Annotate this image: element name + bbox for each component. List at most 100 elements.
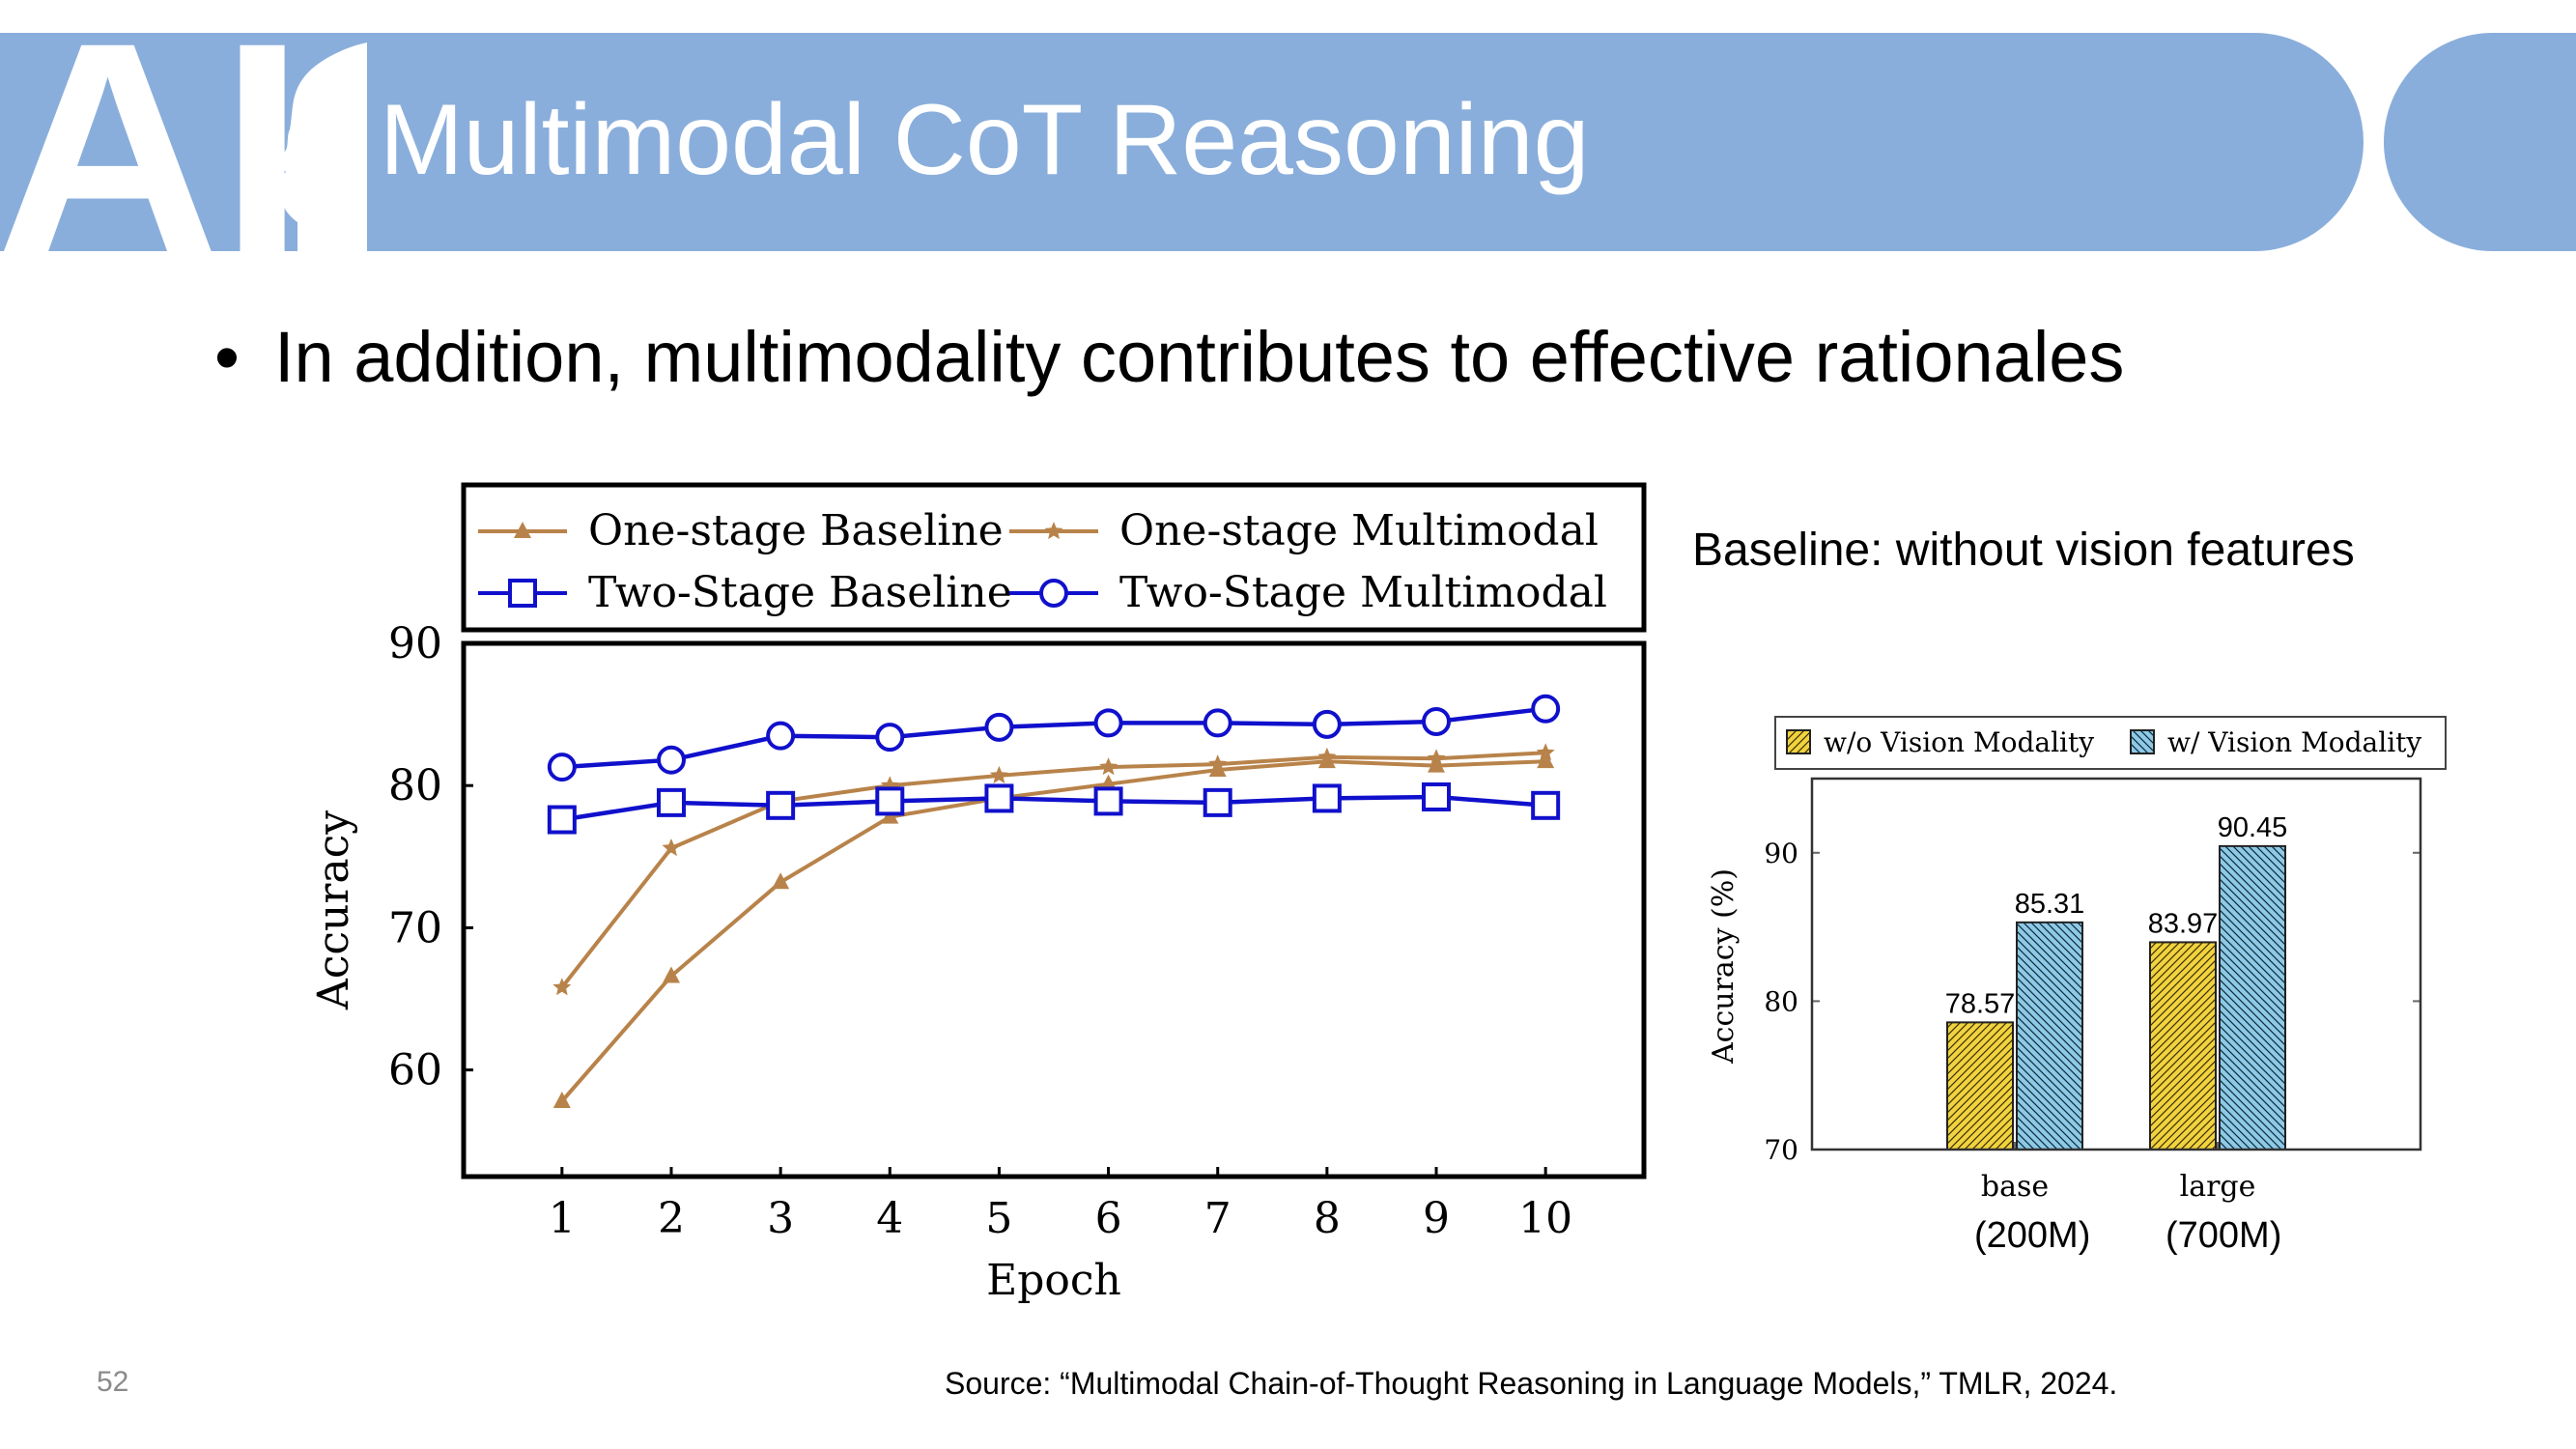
data-point (766, 721, 796, 751)
source-citation: Source: “Multimodal Chain-of-Thought Rea… (945, 1366, 2118, 1401)
bullet-symbol: • (214, 317, 240, 397)
bar-legend-swatch (1786, 729, 1811, 754)
data-point (662, 966, 680, 983)
line-x-tick-label: 5 (985, 1194, 1012, 1243)
line-series-star (552, 743, 1555, 996)
bar-x-tick-label: base (1981, 1170, 2049, 1204)
data-point (1427, 749, 1446, 767)
bar-x-axis: base large (1981, 1142, 2256, 1204)
legend-marker (514, 522, 531, 538)
line-legend-entry: Two-Stage Baseline (478, 568, 1012, 617)
bar-y-tick-label: 70 (1764, 1134, 1798, 1166)
line-x-axis: 1 2 3 4 5 6 7 8 9 10 (549, 1167, 1572, 1243)
bar-x-tick-label: large (2180, 1170, 2256, 1204)
header-decoration (2384, 33, 2576, 251)
data-point (1099, 757, 1118, 776)
bar-value-label: 78.57 (1945, 988, 2016, 1019)
bar-series-group: 78.57 85.31 83.97 90.45 (1945, 812, 2288, 1151)
data-point (1531, 790, 1561, 820)
param-label-large: (700M) (2166, 1215, 2282, 1256)
data-point (1536, 743, 1555, 761)
bar-legend-box (1774, 716, 2447, 770)
data-point (1422, 781, 1452, 811)
data-point (1537, 752, 1555, 769)
epoch-accuracy-line-chart: One-stage Baseline One-stage Multimodal Tw… (309, 482, 1647, 1305)
bar-value-label: 90.45 (2218, 812, 2288, 843)
data-point (1093, 786, 1123, 816)
bar-legend-swatch (2130, 729, 2155, 754)
line-series-circle (547, 694, 1561, 782)
data-point (875, 786, 905, 816)
data-point (1203, 708, 1232, 738)
param-label-base: (200M) (1974, 1215, 2091, 1256)
bar-value-label: 85.31 (2015, 889, 2085, 920)
data-point (547, 805, 577, 835)
bar-y-tick-label: 90 (1764, 838, 1798, 869)
data-point (766, 790, 796, 820)
bar-legend-entry: w/o Vision Modality (1786, 726, 2094, 758)
data-point (875, 723, 905, 753)
line-series-square (547, 781, 1561, 835)
data-point (1317, 747, 1337, 765)
data-point (1312, 783, 1342, 813)
series-line (560, 759, 1546, 1103)
data-point (656, 787, 686, 817)
bar-legend-label: w/ Vision Modality (2167, 726, 2421, 758)
legend-marker (1044, 522, 1063, 540)
legend-marker (508, 579, 537, 608)
data-point (1203, 787, 1232, 817)
data-point (547, 753, 577, 782)
data-point (1312, 709, 1342, 739)
ai-logo-head-silhouette (279, 43, 367, 251)
data-point (989, 765, 1008, 783)
line-y-tick-label: 70 (388, 903, 442, 952)
legend-marker (1039, 579, 1068, 608)
data-point (1093, 708, 1123, 738)
data-point (552, 978, 572, 996)
header-bar (0, 33, 2364, 251)
data-point (656, 745, 686, 775)
line-legend-entry: One-stage Multimodal (1009, 506, 1599, 555)
bar-value-label: 83.97 (2148, 908, 2219, 939)
bar-y-axis-label: Accuracy (%) (1707, 868, 1741, 1065)
data-point (1531, 694, 1561, 724)
series-line (560, 751, 1546, 989)
line-legend-label: Two-Stage Multimodal (1119, 568, 1607, 617)
bar (1946, 1021, 2014, 1151)
ai-logo-text: AI (0, 33, 305, 251)
series-line (561, 794, 1546, 822)
bar-legend-label: w/o Vision Modality (1824, 726, 2094, 758)
line-y-tick-label: 90 (388, 619, 442, 668)
line-legend-entry: Two-Stage Multimodal (1009, 568, 1607, 617)
data-point (984, 712, 1014, 742)
bar (2219, 844, 2286, 1151)
line-series-group (547, 694, 1561, 1108)
page-number: 52 (97, 1366, 129, 1398)
line-legend-entry: One-stage Baseline (478, 506, 1004, 555)
vision-modality-bar-chart: w/o Vision Modality w/ Vision Modality 70… (1707, 716, 2447, 1204)
bullet-text: In addition, multimodality contributes t… (274, 317, 2125, 397)
bar-plot-frame (1812, 779, 2420, 888)
data-point (1208, 754, 1228, 773)
line-x-tick-label: 1 (549, 1194, 576, 1243)
line-x-tick-label: 9 (1423, 1194, 1450, 1243)
line-y-axis-label: Accuracy (309, 810, 358, 1010)
data-point (662, 838, 681, 857)
data-point (984, 783, 1014, 813)
line-legend-label: One-stage Multimodal (1119, 506, 1599, 555)
data-point (552, 1091, 571, 1108)
line-x-tick-label: 8 (1314, 1194, 1341, 1243)
bar (2016, 921, 2083, 1151)
slide-title: Multimodal CoT Reasoning (380, 84, 1590, 196)
line-legend-label: One-stage Baseline (588, 506, 1004, 555)
bullet-point: • In addition, multimodality contributes … (214, 315, 2124, 401)
ai-logo-icon: AI (0, 33, 367, 251)
bar-plot-border (1810, 777, 2422, 1151)
line-y-axis: 60 70 80 90 (388, 619, 473, 1095)
line-x-tick-label: 4 (876, 1194, 903, 1243)
series-line (561, 706, 1546, 770)
bar-legend-entry: w/ Vision Modality (2130, 726, 2421, 758)
data-point (772, 872, 790, 890)
bar-y-tick-label: 80 (1764, 985, 1798, 1017)
